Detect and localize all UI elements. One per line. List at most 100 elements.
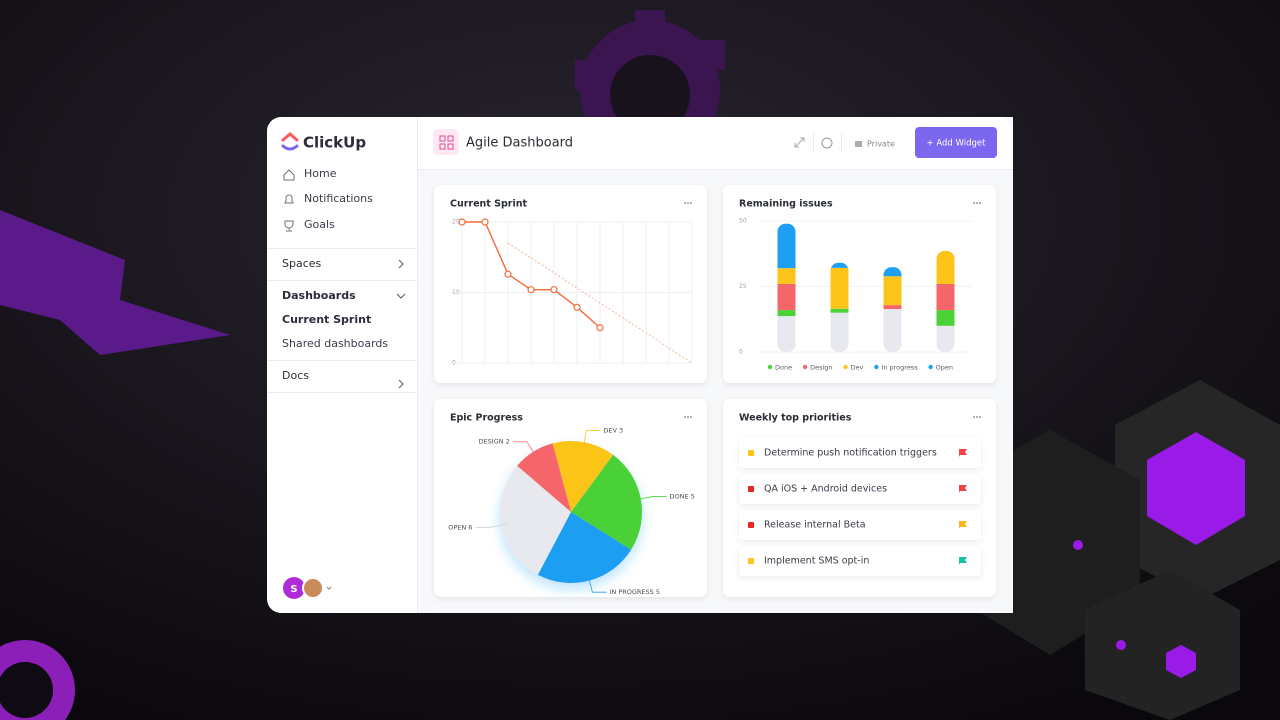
point: [481, 218, 489, 226]
avatar-photo[interactable]: [302, 577, 324, 599]
widget-menus[interactable]: [684, 202, 981, 418]
header-bar: [417, 117, 1013, 169]
expand-button[interactable]: [794, 137, 805, 148]
status-square: [748, 522, 754, 528]
bar-segment: [883, 267, 902, 277]
dashboard-glyph: [439, 135, 454, 150]
widget-title: Epic Progress: [450, 413, 523, 424]
widget-card: [723, 185, 996, 383]
lock-icon: [855, 141, 862, 147]
pie-slice: [571, 454, 642, 550]
priority-row[interactable]: [739, 438, 981, 468]
priority-row[interactable]: [739, 510, 981, 540]
bar-segment: [830, 312, 849, 352]
y-tick-label: 50: [739, 218, 747, 225]
point: [504, 270, 512, 278]
priority-list: Determine push notification triggers QA i…: [739, 438, 981, 576]
pie-label: DONE 5: [670, 493, 695, 501]
leader-line: [634, 496, 667, 501]
dashboard-icon: [433, 129, 459, 155]
nav-icons: [283, 169, 295, 232]
pie-label: DESIGN 2: [479, 438, 510, 446]
point: [527, 286, 535, 294]
legend-label: In progress: [881, 364, 918, 372]
add-widget-label: + Add Widget: [927, 139, 987, 149]
point: [596, 324, 604, 332]
bar-segment: [883, 305, 902, 310]
priority-text: Release internal Beta: [764, 520, 866, 531]
bar-segment: [830, 267, 849, 309]
pie-label: OPEN 6: [448, 523, 472, 531]
pie-slice: [499, 465, 571, 575]
status-square: [748, 450, 754, 456]
privacy[interactable]: Private: [867, 140, 895, 149]
flag: [959, 485, 967, 493]
pie-slice: [517, 443, 571, 512]
legend-swatch: [843, 364, 848, 370]
y-tick-label: 0: [739, 349, 743, 356]
pie-label: IN PROGRESS 5: [609, 588, 660, 596]
pie-label: DEV 3: [603, 426, 623, 434]
priority-text: Determine push notification triggers: [764, 448, 937, 459]
status-square: [748, 486, 754, 492]
bar-segment: [936, 283, 955, 311]
sub-item[interactable]: Current Sprint: [282, 313, 371, 326]
priority-row[interactable]: [739, 546, 981, 576]
add-widget-button[interactable]: [915, 127, 997, 158]
bar-segment: [936, 325, 955, 352]
bar-segment: [777, 316, 796, 352]
widget-title: Weekly top priorities: [739, 413, 852, 424]
legend-label: Done: [775, 364, 792, 372]
refresh-button[interactable]: [821, 137, 833, 149]
bar-segment: [936, 250, 955, 284]
avatar[interactable]: [283, 577, 305, 599]
leader-line: [582, 430, 601, 449]
chevron: [398, 259, 404, 269]
priority-text: Implement SMS opt-in: [764, 556, 869, 567]
nav-item[interactable]: Home: [304, 167, 337, 180]
bar-segment: [883, 276, 902, 306]
nav-item[interactable]: Goals: [304, 218, 335, 231]
leader-line: [587, 574, 607, 593]
caret: [326, 586, 332, 590]
arrow-decor: [0, 210, 230, 355]
y-tick-label: 25: [739, 283, 747, 290]
series-line: [507, 242, 693, 364]
page-title: Agile Dashboard: [466, 136, 573, 151]
bar-segment: [830, 262, 849, 268]
legend-label: Design: [810, 364, 832, 372]
pie-slice: [537, 512, 632, 584]
point: [458, 218, 466, 226]
bar-segment: [777, 283, 796, 311]
gear-bottom: [0, 640, 75, 720]
priority-text: QA iOS + Android devices: [764, 484, 887, 495]
legend-swatch: [874, 364, 879, 370]
bar-segment: [883, 309, 902, 352]
pie-slice: [552, 441, 614, 512]
section[interactable]: Docs: [282, 369, 309, 382]
bar-segment: [777, 268, 796, 284]
widget-title: Remaining issues: [739, 199, 833, 210]
bar-segment: [936, 310, 955, 326]
point: [550, 286, 558, 294]
pie: [499, 441, 642, 584]
widget-title: Current Sprint: [450, 199, 528, 210]
bar-segment: [830, 308, 849, 313]
flag: [959, 521, 967, 529]
brand: ClickUp: [303, 134, 366, 152]
legend-label: Dev: [851, 364, 864, 372]
leader-line: [512, 441, 537, 458]
widget-card: [434, 185, 707, 383]
section[interactable]: Spaces: [282, 257, 322, 270]
chevron: [398, 379, 404, 389]
logo: [281, 132, 299, 151]
point: [573, 303, 581, 311]
bar-segment: [777, 310, 796, 317]
legend-swatch: [802, 364, 808, 370]
sub-item[interactable]: Shared dashboards: [282, 337, 388, 350]
priority-row[interactable]: [739, 474, 981, 504]
section[interactable]: Dashboards: [282, 289, 356, 302]
nav-item[interactable]: Notifications: [304, 192, 373, 205]
legend-label: Open: [936, 364, 953, 372]
